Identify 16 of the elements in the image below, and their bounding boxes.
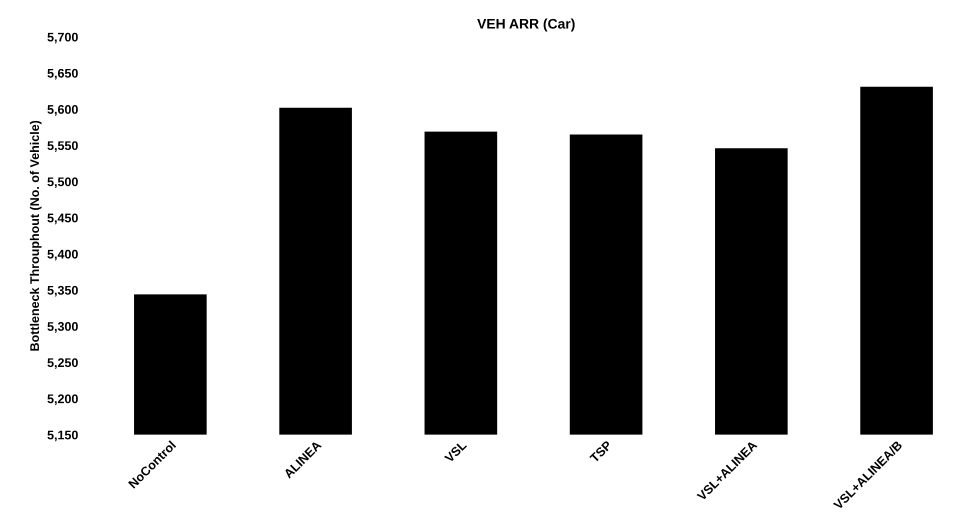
y-tick-label: 5,500 — [47, 177, 78, 188]
x-tick-label: TSP — [589, 440, 612, 464]
y-tick-label: 5,250 — [47, 358, 78, 369]
y-tick-label: 5,650 — [47, 68, 78, 80]
y-tick-label: 5,550 — [47, 141, 78, 152]
chart-title: VEH ARR (Car) — [477, 18, 575, 32]
x-tick-label: VSL — [444, 440, 468, 464]
y-tick-label: 5,450 — [47, 214, 78, 224]
y-tick-label: 5,700 — [47, 32, 78, 44]
y-tick-label: 5,350 — [47, 286, 78, 297]
y-tick-label: 5,300 — [47, 322, 78, 333]
y-tick-label: 5,200 — [47, 394, 78, 406]
y-axis-title: Bottleneck Throuphout (No. of Vehicle) — [30, 120, 42, 351]
y-tick-label: 5,400 — [47, 250, 78, 260]
y-tick-label: 5,150 — [47, 430, 78, 442]
y-tick-label: 5,600 — [47, 105, 78, 116]
